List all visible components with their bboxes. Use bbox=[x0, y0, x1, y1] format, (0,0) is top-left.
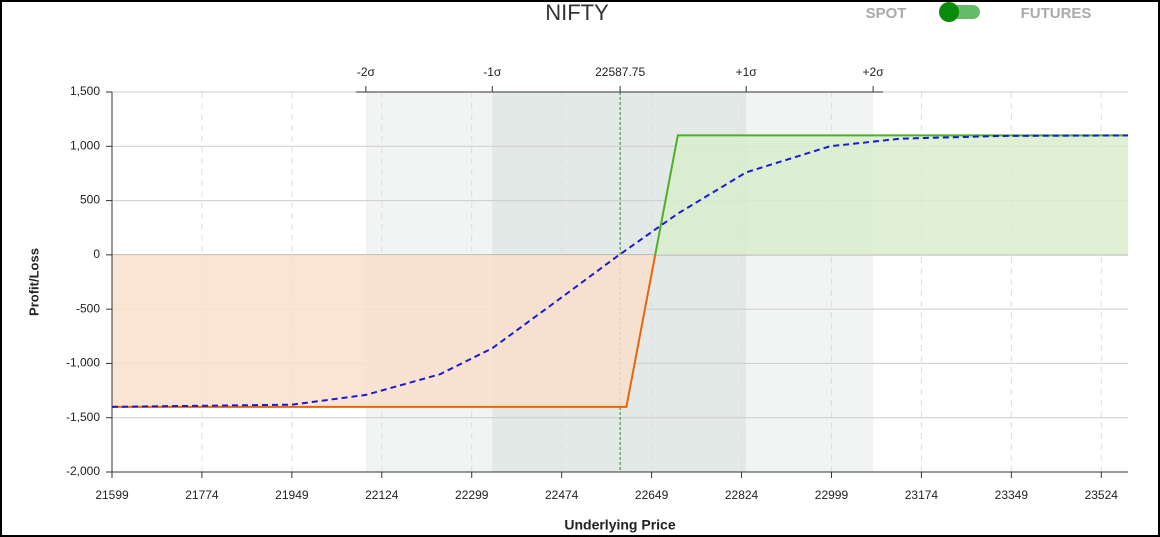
x-tick-label: 23174 bbox=[905, 488, 939, 502]
x-tick-label: 21774 bbox=[185, 488, 219, 502]
x-tick-label: 22649 bbox=[635, 488, 669, 502]
top-tick-label: 22587.75 bbox=[595, 65, 645, 79]
top-tick-label: +2σ bbox=[863, 65, 885, 79]
y-tick-label: 1,500 bbox=[70, 84, 100, 98]
x-tick-label: 22474 bbox=[545, 488, 579, 502]
top-tick-label: +1σ bbox=[736, 65, 758, 79]
current-payoff-line bbox=[111, 134, 1129, 408]
x-tick-label: 23349 bbox=[995, 488, 1029, 502]
x-tick-label: 22824 bbox=[725, 488, 759, 502]
x-tick-label: 21949 bbox=[275, 488, 309, 502]
profit-area bbox=[112, 135, 1128, 255]
chart-title: NIFTY bbox=[545, 0, 609, 25]
toggle-knob[interactable] bbox=[939, 2, 959, 22]
x-tick-label: 21599 bbox=[95, 488, 129, 502]
y-tick-label: 1,000 bbox=[70, 138, 100, 152]
y-axis-label: Profit/Loss bbox=[26, 248, 41, 316]
x-tick-label: 22999 bbox=[815, 488, 849, 502]
spot-label[interactable]: SPOT bbox=[866, 5, 907, 22]
x-tick-label: 22299 bbox=[455, 488, 489, 502]
y-tick-label: 500 bbox=[80, 193, 100, 207]
top-tick-label: -1σ bbox=[483, 65, 502, 79]
loss-area bbox=[112, 254, 656, 407]
top-tick-label: -2σ bbox=[357, 65, 376, 79]
loss-line bbox=[112, 254, 657, 408]
y-tick-label: -1,500 bbox=[66, 410, 100, 424]
y-tick-label: 0 bbox=[93, 247, 100, 261]
x-tick-label: 23524 bbox=[1085, 488, 1119, 502]
profit-line bbox=[654, 134, 1128, 255]
futures-label[interactable]: FUTURES bbox=[1021, 5, 1092, 22]
x-axis-label: Underlying Price bbox=[564, 517, 675, 533]
y-tick-label: -500 bbox=[76, 301, 100, 315]
y-tick-label: -1,000 bbox=[66, 356, 100, 370]
x-tick-label: 22124 bbox=[365, 488, 399, 502]
y-tick-label: -2,000 bbox=[66, 464, 100, 478]
